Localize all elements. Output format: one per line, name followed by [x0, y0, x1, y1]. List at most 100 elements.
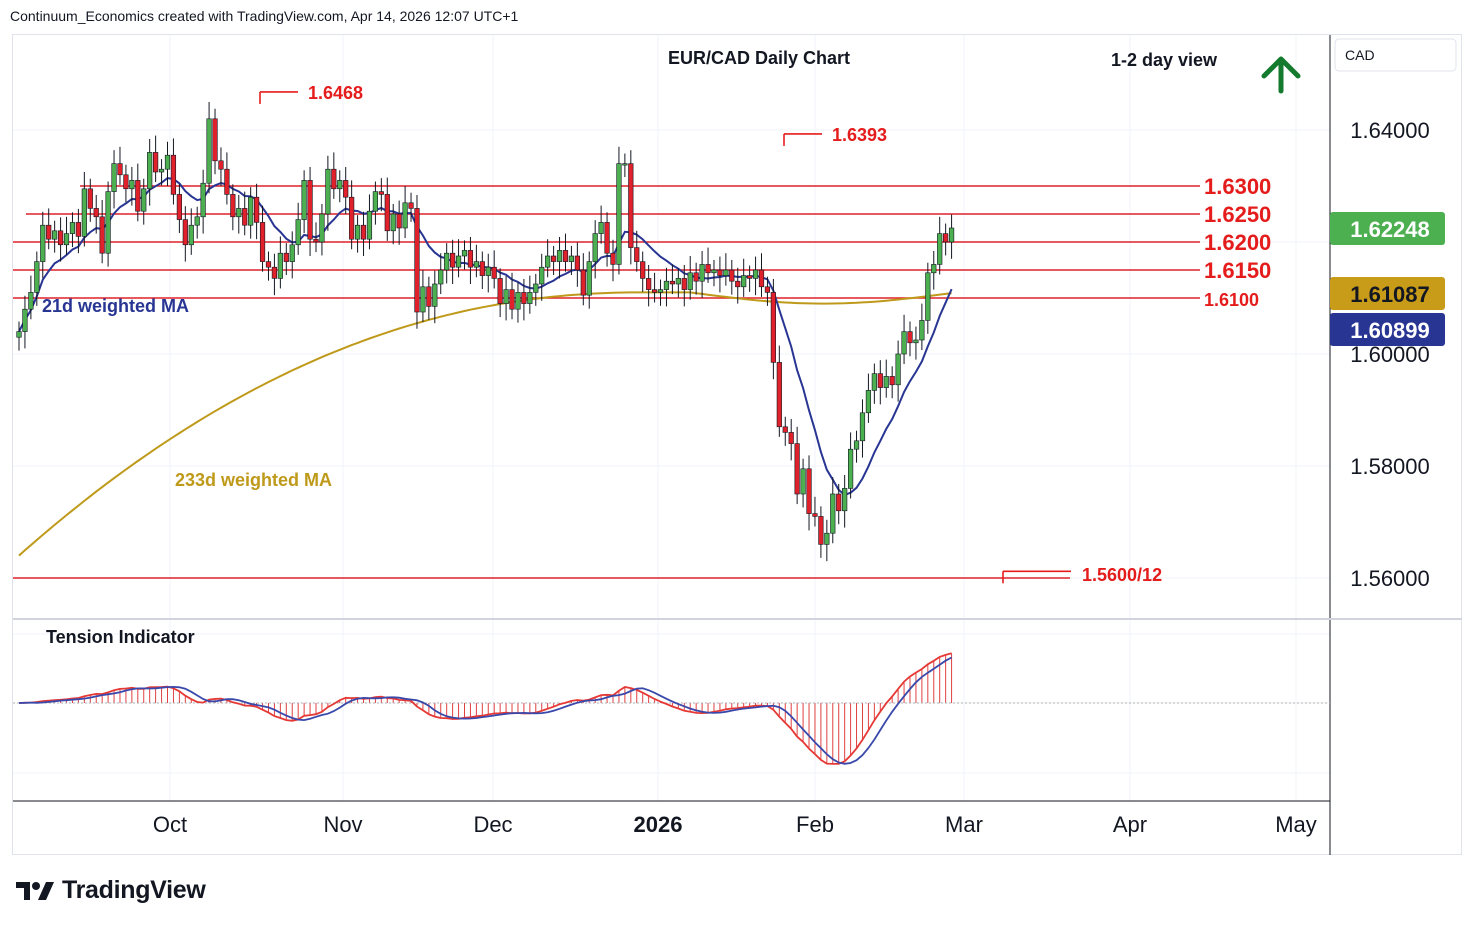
ma233-line [18, 291, 952, 557]
candle-body [81, 188, 87, 237]
level-label: 1.6300 [1204, 174, 1271, 199]
candle-body [681, 278, 687, 290]
candle-body [378, 191, 384, 195]
candle-body [723, 269, 729, 276]
candle-body [420, 286, 426, 313]
time-tick-label: Nov [323, 812, 362, 837]
candle-body [158, 168, 165, 173]
candle-body [865, 390, 872, 414]
chart-attribution: Continuum_Economics created with Trading… [10, 8, 519, 24]
price-tag-label: 1.61087 [1350, 282, 1430, 307]
candle-body [824, 532, 830, 545]
candle-body [176, 194, 182, 220]
candle-body [467, 250, 474, 268]
candle-body [354, 224, 361, 240]
candles [16, 102, 955, 562]
candle-body [200, 182, 206, 218]
time-axis: Oct Nov Dec 2026 Feb Mar Apr May [153, 812, 1317, 837]
candle-body [259, 222, 266, 262]
price-tag [1330, 277, 1445, 310]
candle-body [634, 247, 640, 262]
candle-body [859, 412, 866, 442]
view-label: 1-2 day view [1111, 50, 1218, 70]
candle-body [491, 266, 497, 279]
candle-body [325, 168, 331, 215]
candle-body [16, 331, 22, 338]
candle-body [604, 222, 610, 254]
time-tick-label: May [1275, 812, 1317, 837]
chart-title: EUR/CAD Daily Chart [668, 48, 850, 68]
candle-body [711, 269, 717, 274]
candle-body [794, 443, 800, 495]
candle-body [883, 376, 889, 388]
candle-body [788, 432, 794, 444]
candle-body [675, 278, 681, 285]
candle-body [224, 168, 230, 195]
price-tick-label: 1.58000 [1350, 454, 1430, 479]
candle-body [473, 261, 479, 268]
candle-body [75, 222, 81, 237]
candle-body [206, 118, 212, 184]
candle-body [248, 196, 254, 226]
candle-body [699, 264, 705, 282]
price-tag-label: 1.62248 [1350, 217, 1430, 242]
candle-body [610, 252, 616, 265]
candle-body [752, 269, 759, 279]
candle-body [919, 320, 925, 341]
candle-body [426, 286, 432, 307]
candle-body [657, 289, 664, 293]
candle-body [164, 154, 171, 170]
tension-signal-line [18, 656, 953, 765]
candle-body [937, 233, 943, 265]
candle-body [402, 202, 408, 229]
up-arrow-icon [1261, 56, 1301, 94]
currency-label[interactable]: CAD [1345, 47, 1375, 63]
candle-body [479, 261, 485, 276]
candle-body [455, 255, 462, 268]
candle-body [628, 163, 634, 248]
candle-body [948, 227, 955, 243]
time-tick-label: Mar [945, 812, 983, 837]
candle-body [461, 250, 468, 257]
candle-body [230, 194, 236, 218]
time-tick-label: Oct [153, 812, 187, 837]
candle-body [503, 289, 509, 304]
candle-body [349, 196, 355, 240]
candle-body [741, 275, 747, 288]
candle-body [170, 154, 177, 195]
candle-body [485, 266, 491, 276]
candle-body [669, 280, 675, 285]
candle-body [69, 222, 76, 234]
candle-body [153, 152, 159, 173]
time-tick-label: Dec [473, 812, 512, 837]
candle-body [830, 493, 836, 534]
candle-body [651, 289, 658, 293]
candle-body [515, 292, 521, 310]
candle-body [444, 252, 450, 271]
chart-frame [12, 34, 1462, 855]
level-label: 1.6250 [1204, 202, 1271, 227]
tradingview-logo[interactable]: TradingView [16, 876, 206, 905]
annotation-label: 1.5600/12 [1082, 565, 1162, 585]
candle-body [527, 292, 533, 304]
price-tick-label: 1.60000 [1350, 342, 1430, 367]
candle-body [194, 216, 200, 226]
candle-body [717, 269, 723, 276]
annotation-label: 1.6468 [308, 83, 363, 103]
level-label: 1.6100 [1204, 290, 1259, 310]
candle-body [432, 283, 438, 307]
candle-body [343, 180, 349, 198]
support-resistance-levels: 1.6300 1.6250 1.6200 1.6150 1.6100 [13, 174, 1271, 579]
candle-body [497, 278, 503, 304]
candle-body [747, 275, 753, 279]
candle-body [337, 180, 343, 190]
tradingview-wordmark: TradingView [62, 876, 206, 904]
candle-body [693, 272, 699, 282]
candle-body [598, 222, 604, 234]
candle-body [925, 272, 931, 321]
candle-body [277, 252, 283, 279]
candle-body [57, 230, 64, 246]
candle-body [372, 191, 379, 212]
candle-body [836, 493, 842, 512]
